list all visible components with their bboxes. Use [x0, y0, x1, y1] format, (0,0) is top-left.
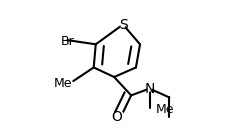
- Ellipse shape: [120, 113, 123, 118]
- Text: Me: Me: [53, 77, 72, 90]
- Ellipse shape: [121, 22, 125, 27]
- Text: Br: Br: [60, 34, 74, 48]
- Text: N: N: [144, 82, 155, 96]
- Ellipse shape: [148, 86, 151, 91]
- Text: Me: Me: [156, 103, 174, 116]
- Text: O: O: [111, 110, 122, 124]
- Text: S: S: [119, 18, 127, 32]
